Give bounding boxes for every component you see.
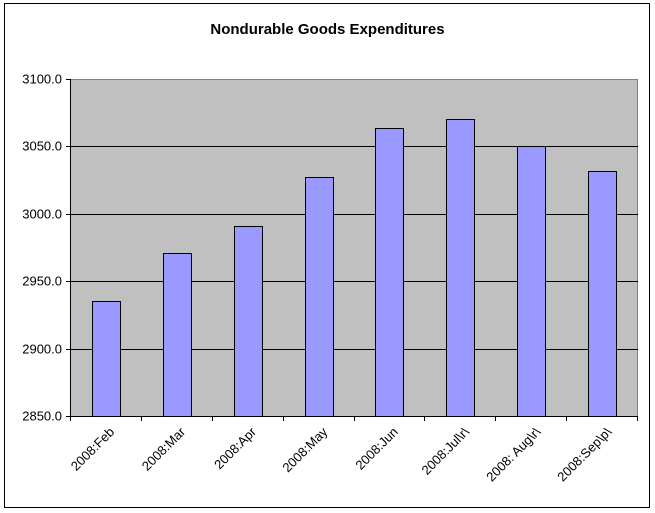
y-axis bbox=[70, 79, 71, 417]
x-tick bbox=[283, 416, 284, 421]
y-tick bbox=[66, 79, 71, 80]
bar bbox=[517, 146, 546, 416]
gridline bbox=[71, 146, 638, 147]
plot-area bbox=[71, 79, 638, 416]
y-tick-label: 2950.0 bbox=[22, 273, 62, 289]
y-tick bbox=[66, 416, 71, 417]
x-tick bbox=[212, 416, 213, 421]
bar bbox=[92, 301, 121, 416]
y-tick-label: 3000.0 bbox=[22, 206, 62, 222]
gridline bbox=[71, 214, 638, 215]
y-tick bbox=[66, 214, 71, 215]
bar bbox=[305, 177, 334, 416]
y-tick bbox=[66, 281, 71, 282]
y-tick bbox=[66, 349, 71, 350]
bar bbox=[446, 119, 475, 416]
bar bbox=[375, 128, 404, 416]
x-tick bbox=[70, 416, 71, 421]
y-tick-label: 2850.0 bbox=[22, 408, 62, 424]
y-tick-label: 3100.0 bbox=[22, 71, 62, 87]
x-tick bbox=[354, 416, 355, 421]
gridline bbox=[71, 349, 638, 350]
bar bbox=[588, 171, 617, 416]
bar bbox=[234, 226, 263, 416]
x-tick bbox=[566, 416, 567, 421]
chart-title: Nondurable Goods Expenditures bbox=[210, 21, 445, 38]
bar bbox=[163, 253, 192, 416]
gridline bbox=[71, 281, 638, 282]
x-tick bbox=[424, 416, 425, 421]
y-tick-label: 2900.0 bbox=[22, 341, 62, 357]
x-tick bbox=[141, 416, 142, 421]
y-tick-label: 3050.0 bbox=[22, 138, 62, 154]
x-tick bbox=[637, 416, 638, 421]
y-tick bbox=[66, 146, 71, 147]
x-tick bbox=[495, 416, 496, 421]
